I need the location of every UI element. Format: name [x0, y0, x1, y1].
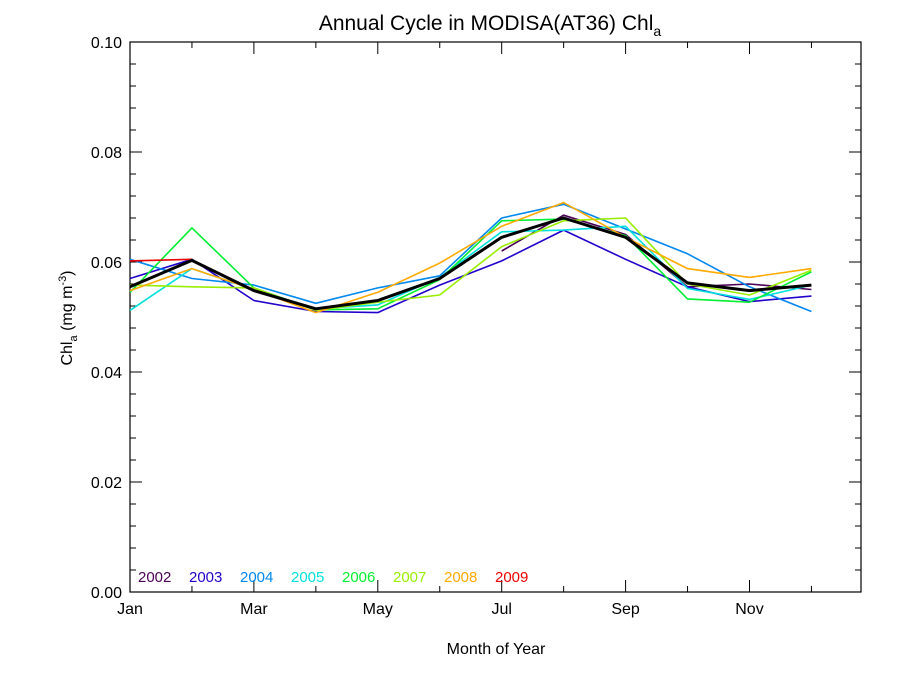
legend-entry-2007: 2007	[393, 569, 426, 586]
legend-entry-2002: 2002	[138, 569, 171, 586]
y-axis-label-units-sup: -3	[57, 276, 69, 286]
axes: 0.00 0.02 0.04 0.06 0.08 0.10 Jan Mar May Jul Sep N…	[91, 35, 862, 618]
series-line-2006	[129, 218, 812, 311]
x-tick-label: May	[363, 601, 393, 618]
chart-title-text: Annual Cycle in MODISA(AT36) Chl	[319, 12, 654, 35]
legend-entry-2009: 2009	[495, 569, 528, 586]
y-tick-label: 0.10	[91, 35, 122, 52]
x-axis-label: Month of Year	[447, 641, 546, 658]
y-tick-label: 0.04	[91, 365, 122, 382]
y-axis-label: Chla (mg m-3)	[57, 270, 80, 365]
y-tick-label: 0.06	[91, 255, 122, 272]
y-axis-label-subscript: a	[68, 335, 80, 342]
series-line-2009	[129, 258, 192, 262]
chart-title: Annual Cycle in MODISA(AT36) Chla	[319, 12, 662, 39]
x-tick-label: Sep	[611, 601, 640, 618]
series-lines	[129, 201, 812, 314]
legend-entry-2005: 2005	[291, 569, 324, 586]
series-line-mean	[129, 216, 812, 311]
legend-entry-2006: 2006	[342, 569, 375, 586]
y-axis-label-units-close: )	[59, 270, 76, 275]
chart-title-subscript: a	[653, 23, 661, 39]
series-line-2007	[129, 217, 812, 312]
y-axis-label-text: Chl	[59, 342, 76, 366]
y-tick-label: 0.08	[91, 145, 122, 162]
x-tick-label: Nov	[735, 601, 763, 618]
series-line-2003	[129, 229, 812, 314]
legend-entry-2004: 2004	[240, 569, 273, 586]
series-line-2005	[129, 225, 812, 312]
y-tick-label: 0.02	[91, 475, 122, 492]
legend-entry-2008: 2008	[444, 569, 477, 586]
legend: 2002 2003 2004 2005 2006 2007 2008 2009	[138, 569, 528, 586]
y-tick-label: 0.00	[91, 585, 122, 602]
x-tick-label: Jan	[117, 601, 143, 618]
legend-entry-2003: 2003	[189, 569, 222, 586]
plot-frame	[129, 41, 862, 593]
x-tick-label: Jul	[491, 601, 511, 618]
x-tick-label: Mar	[240, 601, 268, 618]
y-axis-label-units: (mg m	[59, 286, 76, 336]
